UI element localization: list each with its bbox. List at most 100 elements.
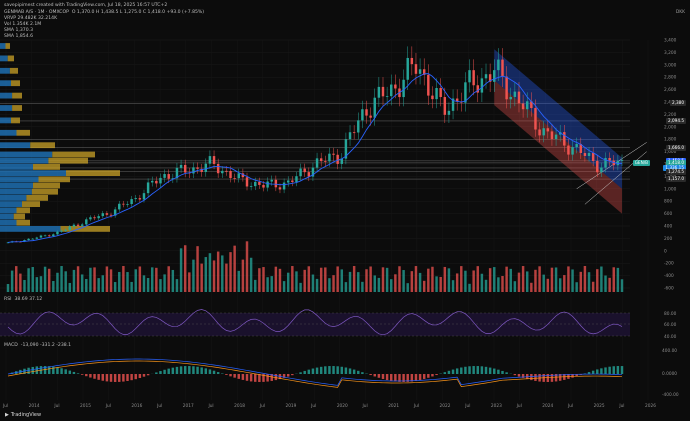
macd-histogram-bar xyxy=(472,366,475,374)
volume-profile-bar-blue xyxy=(0,164,33,170)
volume-bar xyxy=(68,282,72,292)
candle-body xyxy=(410,57,414,65)
candle-body xyxy=(43,235,47,237)
candle-body xyxy=(105,213,109,215)
volume-bar xyxy=(460,266,463,292)
candle-body xyxy=(89,217,92,220)
volume-bar xyxy=(171,269,175,292)
macd-histogram-bar xyxy=(254,374,257,382)
volume-bar xyxy=(245,241,249,292)
candle-body xyxy=(525,101,529,110)
volume-bar xyxy=(497,277,500,292)
sma2-legend[interactable]: SMA 1,854.6 xyxy=(4,34,34,39)
volume-bar xyxy=(505,266,508,292)
candle-body xyxy=(402,79,405,98)
volume-bar xyxy=(525,271,529,292)
candle-body xyxy=(357,120,360,133)
macd-histogram-bar xyxy=(600,368,603,374)
ohlc-values: O 1,370.0 H 1,438.5 L 1,275.0 C 1,418.0 … xyxy=(71,10,205,15)
watermark-text: savepipimest created with TradingView.co… xyxy=(4,3,168,8)
macd-histogram-bar xyxy=(60,368,63,374)
volume-legend[interactable]: Vol 1.354K 2.1M xyxy=(4,22,42,27)
macd-histogram-bar xyxy=(262,374,265,382)
time-tick-label: Jul xyxy=(618,403,624,409)
time-tick-label: 2026 xyxy=(645,403,656,409)
candle-body xyxy=(517,91,521,104)
candle-body xyxy=(109,214,113,216)
volume-bar xyxy=(311,274,315,292)
symbol-legend[interactable]: GENMAB A/S · 1M · OMXCOP O 1,370.0 H 1,43… xyxy=(4,10,207,16)
macd-histogram-bar xyxy=(616,366,620,374)
time-tick-label: 2024 xyxy=(542,403,553,409)
candle-body xyxy=(254,181,257,187)
candle-body xyxy=(6,242,10,244)
candle-body xyxy=(208,156,212,164)
volume-profile-bar-gold xyxy=(22,201,40,207)
volume-bar xyxy=(249,257,253,292)
macd-histogram-bar xyxy=(27,367,30,374)
volume-bar xyxy=(385,267,389,292)
macd-histogram-bar xyxy=(138,374,142,378)
candle-body xyxy=(134,198,137,200)
time-tick-label: Jul xyxy=(53,403,59,409)
candle-body xyxy=(167,174,170,179)
macd-histogram-bar xyxy=(591,370,595,374)
candle-body xyxy=(311,167,315,177)
candle-body xyxy=(431,95,434,100)
macd-histogram-bar xyxy=(596,369,599,374)
volume-bar xyxy=(554,267,558,292)
macd-histogram-bar xyxy=(583,373,587,374)
time-tick-label: 2015 xyxy=(80,403,91,409)
volume-bar xyxy=(587,272,591,292)
macd-histogram-bar xyxy=(85,374,88,377)
vrvp-legend[interactable]: VRVP 29.482K 32.214K xyxy=(4,16,58,21)
channel-lower-band xyxy=(494,80,622,214)
sma1-legend[interactable]: SMA 1,370.3 xyxy=(4,28,34,33)
volume-bar xyxy=(521,266,525,292)
macd-histogram-bar xyxy=(546,374,550,382)
macd-histogram-bar xyxy=(249,374,253,382)
time-tick-label: 2025 xyxy=(594,403,605,409)
volume-profile-bar-blue xyxy=(0,201,22,207)
volume-profile-bar-gold xyxy=(48,157,88,164)
volume-bar xyxy=(600,266,603,292)
volume-profile-bar-blue xyxy=(0,117,11,124)
volume-bar xyxy=(427,268,430,292)
volume-bar xyxy=(274,266,278,292)
rsi-band xyxy=(0,313,630,336)
volume-bar xyxy=(278,268,282,292)
candle-body xyxy=(468,70,471,83)
candle-body xyxy=(179,164,183,168)
volume-bar xyxy=(15,266,18,292)
candle-body xyxy=(340,158,344,164)
candle-body xyxy=(291,180,294,183)
candle-body xyxy=(138,198,142,200)
macd-histogram-bar xyxy=(513,374,517,376)
macd-histogram-bar xyxy=(361,372,364,374)
macd-histogram-bar xyxy=(167,368,170,374)
macd-legend[interactable]: MACD -13,090 -331.2 -238.1 xyxy=(4,343,72,348)
candle-body xyxy=(56,231,59,235)
volume-bar xyxy=(138,266,142,292)
macd-histogram-bar xyxy=(385,374,389,381)
macd-histogram-bar xyxy=(208,369,212,374)
volume-bar xyxy=(229,252,232,292)
volume-profile-bar-gold xyxy=(13,213,25,220)
volume-bar xyxy=(604,275,607,292)
macd-histogram-bar xyxy=(97,374,100,380)
volume-bar xyxy=(381,267,385,292)
macd-histogram-bar xyxy=(200,367,203,374)
volume-bar xyxy=(501,276,504,292)
macd-histogram-bar xyxy=(336,366,339,374)
candle-body xyxy=(488,74,492,82)
volume-bar xyxy=(126,272,129,292)
macd-histogram-bar xyxy=(352,369,356,374)
volume-bar xyxy=(27,268,30,292)
macd-histogram-bar xyxy=(31,366,34,374)
rsi-legend[interactable]: RSI 38.69 37.12 xyxy=(4,297,43,302)
volume-bar xyxy=(443,266,447,292)
candle-body xyxy=(377,86,381,98)
macd-line xyxy=(7,358,623,386)
volume-bar xyxy=(167,266,170,292)
